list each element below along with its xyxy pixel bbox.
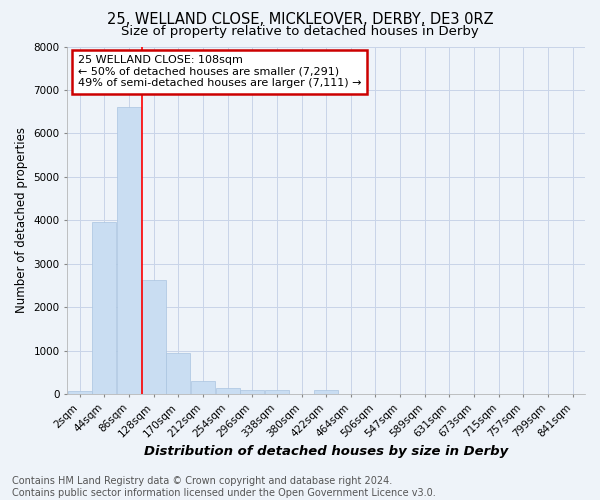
- Text: 25 WELLAND CLOSE: 108sqm
← 50% of detached houses are smaller (7,291)
49% of sem: 25 WELLAND CLOSE: 108sqm ← 50% of detach…: [77, 55, 361, 88]
- Bar: [215, 388, 239, 394]
- Bar: [68, 391, 92, 394]
- Text: Size of property relative to detached houses in Derby: Size of property relative to detached ho…: [121, 25, 479, 38]
- Bar: [166, 353, 190, 395]
- Y-axis label: Number of detached properties: Number of detached properties: [15, 128, 28, 314]
- X-axis label: Distribution of detached houses by size in Derby: Distribution of detached houses by size …: [144, 444, 508, 458]
- Bar: [117, 108, 141, 395]
- Bar: [142, 280, 166, 394]
- Bar: [265, 390, 289, 394]
- Bar: [191, 382, 215, 394]
- Bar: [240, 390, 264, 394]
- Text: 25, WELLAND CLOSE, MICKLEOVER, DERBY, DE3 0RZ: 25, WELLAND CLOSE, MICKLEOVER, DERBY, DE…: [107, 12, 493, 28]
- Bar: [92, 222, 116, 394]
- Bar: [314, 390, 338, 394]
- Text: Contains HM Land Registry data © Crown copyright and database right 2024.
Contai: Contains HM Land Registry data © Crown c…: [12, 476, 436, 498]
